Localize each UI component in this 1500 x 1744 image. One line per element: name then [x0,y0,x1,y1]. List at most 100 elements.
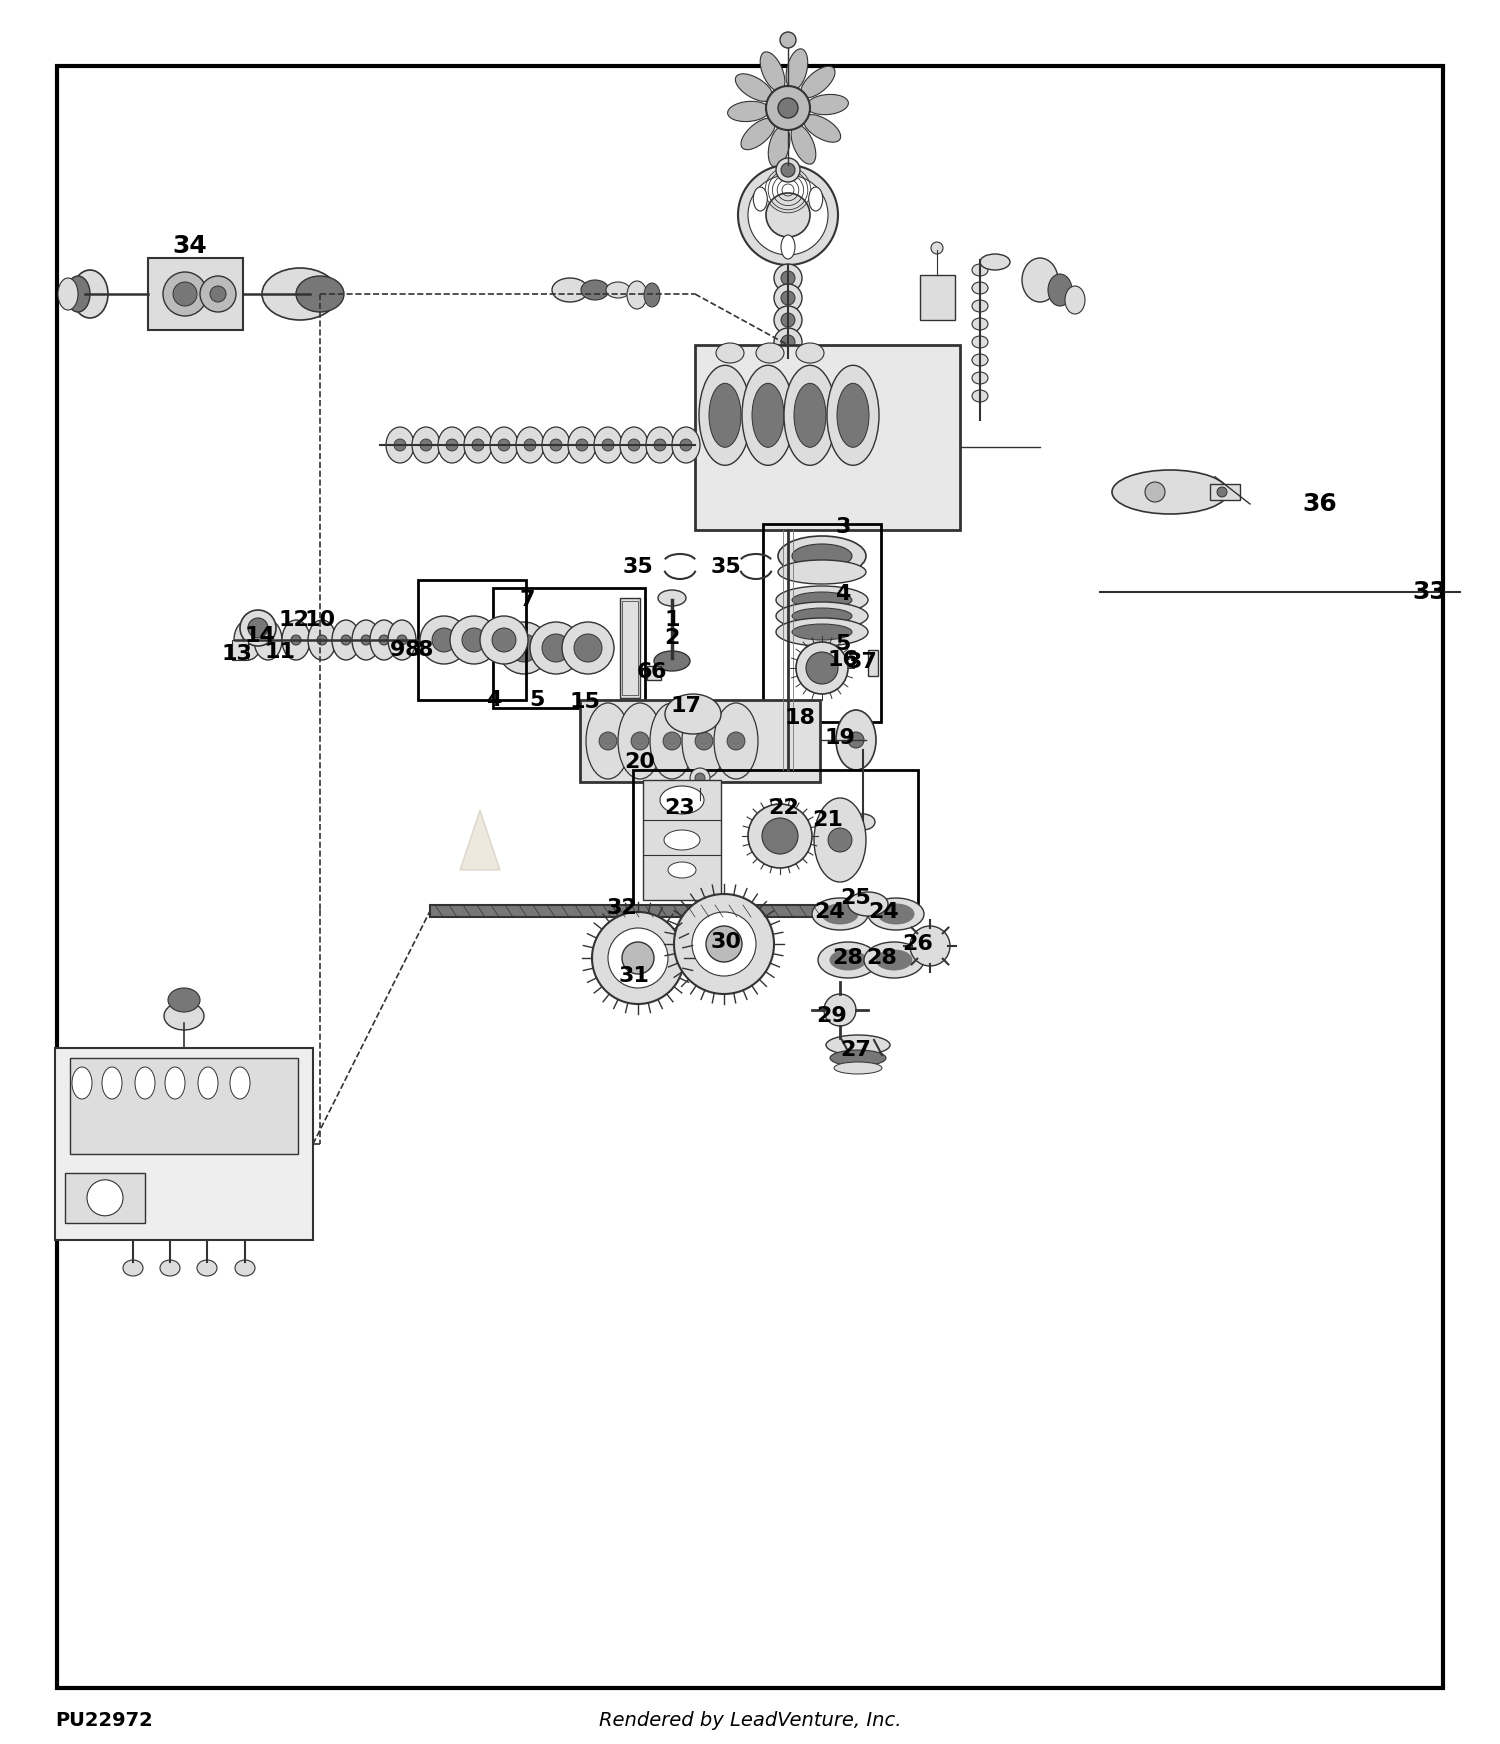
Ellipse shape [782,235,795,260]
Bar [580,699,820,781]
Ellipse shape [760,52,784,91]
Ellipse shape [850,814,874,830]
Circle shape [694,773,705,783]
Text: 26: 26 [903,935,933,954]
Ellipse shape [586,703,630,780]
Ellipse shape [618,703,662,780]
Text: 24: 24 [815,902,846,923]
Ellipse shape [815,799,866,882]
Ellipse shape [878,903,914,924]
Ellipse shape [794,384,826,446]
Ellipse shape [296,276,344,312]
Ellipse shape [876,950,912,970]
Ellipse shape [580,281,609,300]
Ellipse shape [66,276,90,312]
Text: 23: 23 [664,799,696,818]
Text: 28: 28 [833,949,864,968]
Ellipse shape [664,830,700,849]
Ellipse shape [972,263,988,276]
Ellipse shape [658,589,686,605]
Circle shape [291,635,302,645]
Ellipse shape [776,602,868,630]
Circle shape [362,635,370,645]
Circle shape [530,623,582,673]
Circle shape [778,98,798,119]
Text: 4: 4 [836,584,850,603]
Ellipse shape [165,1067,184,1099]
Ellipse shape [160,1259,180,1277]
Ellipse shape [834,1062,882,1074]
Ellipse shape [753,187,768,211]
Circle shape [632,732,650,750]
Ellipse shape [438,427,466,462]
Circle shape [592,912,684,1005]
Ellipse shape [58,277,78,310]
Text: 12: 12 [279,610,309,630]
Text: 19: 19 [825,727,855,748]
Ellipse shape [808,187,822,211]
Circle shape [782,291,795,305]
Ellipse shape [102,1067,122,1099]
Circle shape [847,732,864,748]
Ellipse shape [778,535,865,576]
Circle shape [480,616,528,664]
Bar [644,780,722,900]
Ellipse shape [1048,274,1072,305]
Circle shape [394,439,406,452]
Ellipse shape [568,427,596,462]
Ellipse shape [807,94,849,115]
Ellipse shape [164,1003,204,1031]
Circle shape [602,439,613,452]
Circle shape [782,270,795,284]
Ellipse shape [72,1067,92,1099]
Text: 7: 7 [519,589,534,610]
Ellipse shape [822,903,858,924]
Ellipse shape [196,1259,217,1277]
Circle shape [680,439,692,452]
Text: 13: 13 [222,644,252,664]
Circle shape [87,1179,123,1216]
Circle shape [932,242,944,255]
Text: 2: 2 [664,628,680,649]
Ellipse shape [786,49,807,91]
Ellipse shape [792,624,852,640]
Circle shape [654,439,666,452]
Ellipse shape [682,703,726,780]
Circle shape [782,335,795,349]
Circle shape [628,439,640,452]
Ellipse shape [972,300,988,312]
Circle shape [524,439,536,452]
Ellipse shape [660,787,704,814]
Ellipse shape [972,337,988,349]
Bar [148,258,243,330]
Circle shape [622,942,654,973]
Circle shape [248,617,268,638]
Bar [622,602,638,696]
Circle shape [766,194,810,237]
Text: 27: 27 [840,1039,872,1060]
Circle shape [780,31,796,49]
Ellipse shape [413,427,440,462]
Text: 21: 21 [813,809,843,830]
Ellipse shape [332,621,360,659]
Ellipse shape [710,384,741,446]
Ellipse shape [714,703,758,780]
Text: 34: 34 [172,234,207,258]
Text: 15: 15 [570,692,600,712]
Ellipse shape [802,115,840,143]
Circle shape [774,284,802,312]
Circle shape [728,732,746,750]
Text: 5: 5 [836,635,850,654]
Text: 31: 31 [618,966,650,985]
Ellipse shape [1112,469,1228,514]
Ellipse shape [790,126,816,164]
Ellipse shape [552,277,588,302]
Bar [494,588,645,708]
Text: 1: 1 [664,610,680,630]
Ellipse shape [776,586,868,614]
Circle shape [550,439,562,452]
Ellipse shape [972,317,988,330]
Ellipse shape [262,269,338,319]
Circle shape [510,635,538,663]
Circle shape [164,272,207,316]
